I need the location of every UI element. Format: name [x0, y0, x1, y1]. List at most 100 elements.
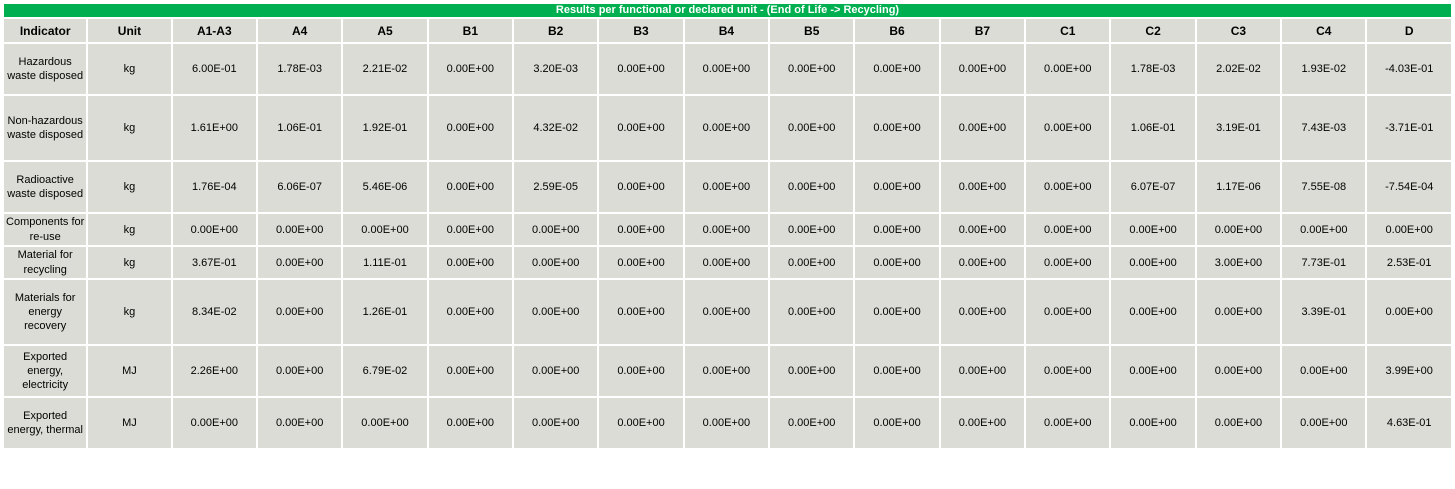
value-cell: 3.00E+00	[1196, 247, 1281, 278]
value-cell: 0.00E+00	[684, 280, 769, 344]
unit-cell: kg	[88, 214, 171, 245]
value-cell: 0.00E+00	[1026, 162, 1110, 212]
value-cell: 0.00E+00	[1111, 280, 1195, 344]
value-cell: 0.00E+00	[855, 162, 939, 212]
value-cell: 0.00E+00	[684, 162, 769, 212]
value-cell: 0.00E+00	[855, 247, 939, 278]
table-title: Results per functional or declared unit …	[4, 4, 1451, 17]
value-cell: 5.46E-06	[343, 162, 427, 212]
value-cell: 0.00E+00	[1111, 398, 1195, 448]
value-cell: 1.26E-01	[343, 280, 427, 344]
value-cell: 0.00E+00	[428, 398, 512, 448]
value-cell: 2.53E-01	[1367, 247, 1451, 278]
value-cell: 1.92E-01	[343, 96, 427, 160]
value-cell: 0.00E+00	[257, 398, 342, 448]
value-cell: 0.00E+00	[855, 346, 939, 396]
value-cell: 0.00E+00	[428, 247, 512, 278]
value-cell: 6.06E-07	[257, 162, 342, 212]
indicator-cell: Material for recycling	[4, 247, 87, 278]
unit-cell: kg	[88, 44, 171, 94]
unit-cell: kg	[88, 280, 171, 344]
value-cell: 0.00E+00	[1026, 44, 1110, 94]
indicator-cell: Hazardous waste disposed	[4, 44, 87, 94]
value-cell: 6.79E-02	[343, 346, 427, 396]
value-cell: 0.00E+00	[1367, 280, 1451, 344]
header-b3: B3	[599, 19, 683, 42]
value-cell: 0.00E+00	[940, 346, 1025, 396]
table-row: Non-hazardous waste disposed kg 1.61E+00 1.…	[4, 96, 1451, 160]
value-cell: -3.71E-01	[1367, 96, 1451, 160]
indicator-cell: Materials for energy recovery	[4, 280, 87, 344]
header-b6: B6	[855, 19, 939, 42]
header-c3: C3	[1196, 19, 1281, 42]
value-cell: 0.00E+00	[770, 398, 854, 448]
value-cell: 3.39E-01	[1282, 280, 1366, 344]
value-cell: 0.00E+00	[770, 346, 854, 396]
value-cell: 0.00E+00	[1111, 247, 1195, 278]
value-cell: 0.00E+00	[855, 280, 939, 344]
value-cell: 0.00E+00	[257, 247, 342, 278]
value-cell: 0.00E+00	[684, 346, 769, 396]
table-row: Materials for energy recovery kg 8.34E-02 0…	[4, 280, 1451, 344]
value-cell: 0.00E+00	[599, 398, 683, 448]
header-a4: A4	[257, 19, 342, 42]
value-cell: 0.00E+00	[770, 44, 854, 94]
header-b1: B1	[428, 19, 512, 42]
value-cell: 0.00E+00	[599, 247, 683, 278]
value-cell: 0.00E+00	[343, 398, 427, 448]
value-cell: 0.00E+00	[1026, 214, 1110, 245]
header-c1: C1	[1026, 19, 1110, 42]
value-cell: 0.00E+00	[428, 280, 512, 344]
value-cell: 1.11E-01	[343, 247, 427, 278]
header-d: D	[1367, 19, 1451, 42]
header-c2: C2	[1111, 19, 1195, 42]
value-cell: 3.99E+00	[1367, 346, 1451, 396]
header-b2: B2	[514, 19, 598, 42]
value-cell: 3.67E-01	[172, 247, 256, 278]
value-cell: 0.00E+00	[940, 280, 1025, 344]
value-cell: 3.19E-01	[1196, 96, 1281, 160]
value-cell: 0.00E+00	[1026, 96, 1110, 160]
value-cell: 0.00E+00	[940, 44, 1025, 94]
value-cell: 0.00E+00	[855, 44, 939, 94]
header-row: Indicator Unit A1-A3 A4 A5 B1 B2 B3 B4 B…	[4, 19, 1451, 42]
value-cell: 0.00E+00	[940, 214, 1025, 245]
value-cell: 0.00E+00	[1282, 398, 1366, 448]
value-cell: 0.00E+00	[599, 96, 683, 160]
value-cell: 0.00E+00	[940, 247, 1025, 278]
value-cell: 6.07E-07	[1111, 162, 1195, 212]
header-b4: B4	[684, 19, 769, 42]
value-cell: 0.00E+00	[257, 214, 342, 245]
value-cell: 1.78E-03	[257, 44, 342, 94]
value-cell: 0.00E+00	[514, 247, 598, 278]
unit-cell: MJ	[88, 398, 171, 448]
table-row: Hazardous waste disposed kg 6.00E-01 1.78E-…	[4, 44, 1451, 94]
value-cell: 0.00E+00	[1026, 247, 1110, 278]
value-cell: 0.00E+00	[940, 398, 1025, 448]
value-cell: 0.00E+00	[172, 214, 256, 245]
table-row: Components for re-use kg 0.00E+00 0.00E+00 0…	[4, 214, 1451, 245]
value-cell: 0.00E+00	[684, 247, 769, 278]
value-cell: 0.00E+00	[855, 214, 939, 245]
value-cell: 0.00E+00	[428, 44, 512, 94]
value-cell: 0.00E+00	[1026, 280, 1110, 344]
value-cell: 0.00E+00	[599, 162, 683, 212]
value-cell: 0.00E+00	[514, 214, 598, 245]
results-table: Results per functional or declared unit …	[2, 2, 1453, 450]
indicator-cell: Components for re-use	[4, 214, 87, 245]
value-cell: 0.00E+00	[1111, 214, 1195, 245]
value-cell: 7.73E-01	[1282, 247, 1366, 278]
value-cell: 0.00E+00	[1196, 214, 1281, 245]
value-cell: 2.21E-02	[343, 44, 427, 94]
value-cell: -7.54E-04	[1367, 162, 1451, 212]
value-cell: 0.00E+00	[684, 214, 769, 245]
indicator-cell: Radioactive waste disposed	[4, 162, 87, 212]
header-a5: A5	[343, 19, 427, 42]
unit-cell: kg	[88, 247, 171, 278]
value-cell: 0.00E+00	[599, 214, 683, 245]
value-cell: 0.00E+00	[1282, 214, 1366, 245]
value-cell: 1.93E-02	[1282, 44, 1366, 94]
value-cell: 0.00E+00	[1196, 346, 1281, 396]
value-cell: 0.00E+00	[1111, 346, 1195, 396]
value-cell: 7.55E-08	[1282, 162, 1366, 212]
